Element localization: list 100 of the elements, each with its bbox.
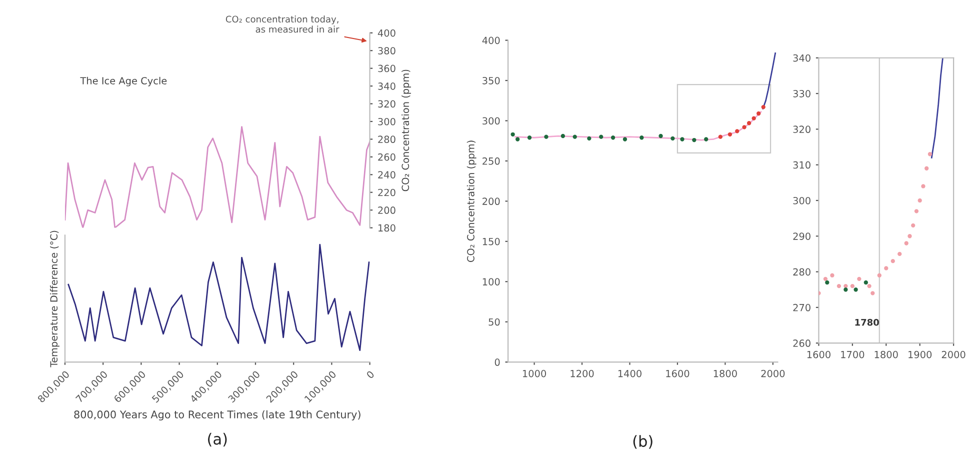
point	[844, 284, 848, 288]
point	[527, 136, 532, 140]
y-axis-title: CO₂ Concentration (ppm)	[402, 70, 411, 192]
x-tick-label: 2000	[761, 370, 785, 378]
point	[735, 129, 740, 134]
point	[622, 137, 628, 142]
point	[830, 273, 834, 278]
point	[610, 136, 616, 140]
point	[857, 276, 862, 281]
point	[560, 134, 566, 138]
point	[924, 166, 929, 170]
point	[836, 284, 842, 288]
y-tick-label: 320	[793, 126, 810, 134]
y-tick-label: 260	[793, 340, 810, 347]
y-tick-label: 200	[482, 198, 500, 206]
y-axis-title: CO₂ Concentration (ppm)	[466, 140, 476, 262]
line-series	[64, 126, 370, 228]
y-tick-label: 340	[378, 82, 396, 90]
x-axis-title: 800,000 Years Ago to Recent Times (late 19th Century)	[74, 410, 360, 420]
y-tick-label: 100	[482, 278, 500, 286]
x-tick-label: 1000	[522, 370, 546, 378]
point	[752, 116, 756, 120]
line-series	[762, 52, 776, 110]
point	[850, 284, 855, 288]
y-tick-label: 350	[482, 76, 500, 84]
y-tick-label: 300	[378, 118, 396, 126]
y-tick-label: 280	[378, 136, 396, 144]
x-tick-label: 0	[366, 370, 375, 379]
point	[898, 252, 902, 256]
point	[928, 152, 932, 156]
point	[544, 134, 548, 139]
y-tick-label: 360	[378, 64, 396, 72]
point	[844, 288, 848, 292]
y-tick-label: 150	[482, 238, 500, 246]
y-tick-label: 260	[378, 153, 396, 161]
point	[742, 125, 746, 130]
point	[761, 104, 766, 110]
y-tick-label: 400	[378, 29, 396, 37]
x-tick-label: 1800	[874, 350, 898, 358]
y-tick-label: 180	[378, 224, 396, 232]
point	[918, 198, 922, 203]
x-tick-label: 1400	[618, 370, 642, 378]
text: CO₂ concentration today, as measured in air	[226, 16, 340, 33]
point	[890, 259, 895, 264]
x-tick-label: 2000	[942, 350, 966, 358]
y-tick-label: 50	[488, 318, 500, 326]
x-tick-label: 1600	[807, 350, 830, 358]
y-tick-label: 300	[793, 196, 810, 204]
point	[680, 137, 684, 142]
y-tick-label: 340	[793, 54, 810, 62]
point	[599, 134, 604, 139]
y-tick-label: 380	[378, 47, 396, 54]
point	[587, 136, 592, 141]
point	[510, 132, 515, 136]
point	[718, 134, 723, 139]
y-tick-label: 400	[482, 36, 500, 44]
point	[670, 136, 675, 141]
y-tick-label: 330	[793, 90, 810, 98]
y-tick-label: 320	[378, 100, 396, 108]
point	[572, 134, 577, 139]
point	[640, 136, 644, 140]
point	[870, 291, 875, 296]
x-tick-label: 1200	[570, 370, 594, 378]
y-tick-label: 310	[793, 161, 810, 169]
point	[704, 137, 708, 142]
point	[911, 223, 916, 228]
point	[854, 288, 858, 292]
y-tick-label: 270	[793, 304, 810, 312]
y-tick-label: 290	[793, 232, 810, 240]
point	[864, 280, 868, 285]
x-tick-label: 1800	[714, 370, 737, 378]
point	[746, 121, 752, 126]
point	[692, 138, 696, 142]
annotation: The Ice Age Cycle	[80, 76, 167, 86]
line-series	[930, 58, 944, 158]
point	[823, 276, 828, 281]
y-tick-label: 0	[494, 358, 500, 366]
point	[908, 234, 912, 238]
point	[756, 111, 761, 116]
y-tick-label: 250	[482, 157, 500, 165]
y-tick-label: 240	[378, 171, 396, 178]
point	[904, 241, 908, 246]
x-tick-label: 1600	[666, 370, 690, 378]
text: (a)	[208, 432, 227, 446]
ref-line-label: 1780	[855, 318, 879, 326]
point	[516, 137, 520, 142]
x-tick-label: 1700	[841, 350, 864, 358]
point	[867, 284, 872, 288]
point	[658, 134, 663, 138]
point	[884, 266, 888, 270]
y-tick-label: 220	[378, 188, 396, 196]
point	[825, 280, 830, 285]
y-tick-label: 200	[378, 206, 396, 214]
point	[728, 132, 732, 136]
x-tick-label: 1900	[908, 350, 932, 358]
y-axis-title: Temperature Difference (°C)	[50, 230, 60, 368]
point	[921, 184, 926, 188]
y-tick-label: 280	[793, 268, 810, 276]
text: (b)	[633, 435, 652, 449]
point	[877, 273, 882, 278]
